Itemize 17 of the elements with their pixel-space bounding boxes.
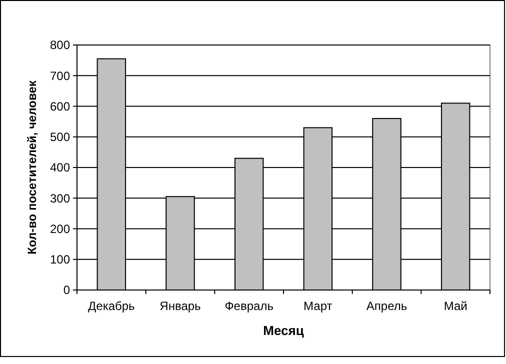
y-tick-label: 0	[63, 283, 70, 298]
x-tick-label: Май	[444, 299, 468, 313]
y-tick-label: 100	[50, 252, 70, 267]
x-tick-label: Февраль	[224, 299, 274, 313]
y-tick-label: 500	[50, 130, 70, 144]
y-tick-label: 800	[50, 38, 70, 52]
x-tick-label: Декабрь	[88, 299, 135, 313]
x-tick-label: Январь	[160, 299, 201, 313]
y-tick-label: 400	[50, 160, 70, 175]
y-tick-label: 200	[50, 222, 70, 236]
y-tick-label: 600	[50, 99, 70, 114]
y-axis-title: Кол-во посетителей, человек	[25, 80, 39, 254]
y-tick-label: 300	[50, 191, 70, 206]
x-tick-label: Март	[304, 299, 333, 313]
x-axis-title: Месяц	[263, 323, 304, 338]
y-tick-label: 700	[50, 68, 70, 83]
x-tick-label: Апрель	[366, 299, 408, 313]
